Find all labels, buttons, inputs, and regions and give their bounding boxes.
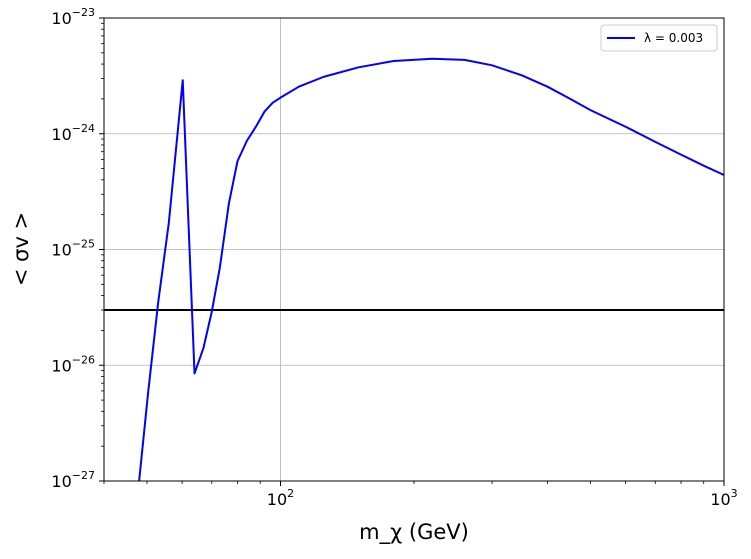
legend-box — [600, 24, 718, 52]
y-tick-base: 10 — [51, 356, 71, 375]
legend-label: λ = 0.003 — [644, 31, 703, 45]
x-tick-label: 102 — [267, 487, 294, 509]
y-tick-exponent: −24 — [72, 122, 95, 135]
y-tick-base: 10 — [51, 241, 71, 260]
plot-frame — [103, 17, 725, 482]
series-line — [138, 57, 725, 482]
y-tick-exponent: −25 — [72, 238, 95, 251]
y-tick-base: 10 — [51, 125, 71, 144]
y-tick-exponent: −26 — [72, 353, 95, 366]
grid-lines — [104, 18, 724, 481]
x-tick-base: 10 — [710, 490, 730, 509]
x-tick-labels: 102 103 — [267, 487, 738, 509]
legend: λ = 0.003 — [600, 24, 718, 52]
major-ticks — [99, 17, 725, 486]
y-tick-label: 10−24 — [51, 122, 95, 144]
y-tick-base: 10 — [51, 472, 71, 491]
y-tick-exponent: −27 — [72, 469, 95, 482]
x-axis-label: m_χ (GeV) — [359, 520, 469, 545]
x-tick-exponent: 3 — [731, 487, 738, 500]
x-tick-label: 103 — [710, 487, 737, 509]
series-layer — [104, 57, 725, 482]
y-axis-label: < σv > — [9, 212, 33, 286]
x-tick-exponent: 2 — [287, 487, 294, 500]
x-tick-base: 10 — [267, 490, 287, 509]
y-tick-base: 10 — [51, 9, 71, 28]
y-tick-label: 10−25 — [51, 238, 95, 260]
y-tick-label: 10−26 — [51, 353, 95, 375]
y-tick-label: 10−23 — [51, 6, 95, 28]
y-tick-label: 10−27 — [51, 469, 95, 491]
y-tick-exponent: −23 — [72, 6, 95, 19]
